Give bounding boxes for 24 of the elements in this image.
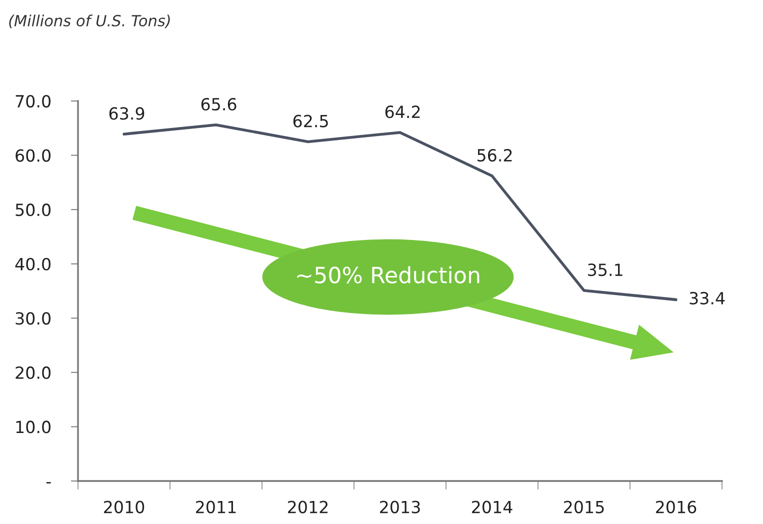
data-label: 64.2 (385, 106, 420, 118)
data-label: 63.9 (109, 107, 144, 120)
data-label: 33.4 (690, 292, 725, 305)
x-tick-label: 2012 (288, 500, 328, 514)
y-tick-label: 20.0 (16, 366, 51, 379)
x-tick-label: 2010 (104, 500, 144, 514)
y-axis-title: (Millions of U.S. Tons) (9, 14, 170, 28)
x-tick-label: 2011 (196, 500, 236, 514)
x-tick-label: 2016 (656, 500, 696, 514)
data-label: 65.6 (201, 98, 236, 111)
x-tick-label: 2015 (564, 500, 604, 514)
x-tick-label: 2014 (472, 500, 512, 514)
y-tick-label: 10.0 (16, 420, 51, 434)
annotation: ~50% Reduction (297, 266, 480, 284)
y-tick-label: 40.0 (15, 258, 51, 270)
x-tick-label: 2013 (380, 500, 420, 514)
y-tick-label: 30.0 (16, 312, 51, 325)
y-tick-label: - (46, 482, 51, 484)
data-label: 35.1 (588, 264, 622, 276)
data-label: 56.2 (478, 148, 512, 162)
data-label: 62.5 (293, 114, 328, 128)
y-tick-label: 50.0 (16, 204, 51, 216)
y-tick-label: 60.0 (16, 149, 51, 162)
y-tick-label: 70.0 (16, 94, 51, 108)
